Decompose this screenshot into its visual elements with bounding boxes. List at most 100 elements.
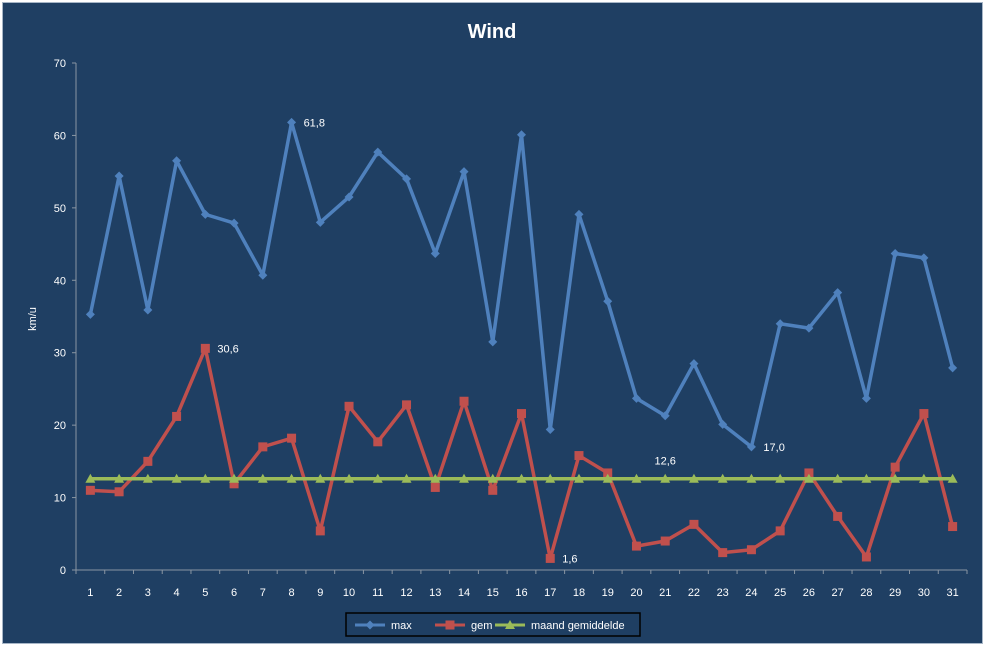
data-label: 61,8 (304, 117, 325, 129)
x-tick-label: 16 (515, 587, 527, 599)
x-tick-label: 30 (918, 587, 930, 599)
data-point (114, 487, 124, 497)
x-tick-label: 21 (659, 587, 671, 599)
x-tick-label: 13 (429, 587, 441, 599)
data-point (574, 451, 584, 461)
data-point (919, 409, 929, 419)
data-point (200, 209, 210, 219)
data-point (315, 473, 326, 483)
data-point (775, 473, 786, 483)
data-point (947, 473, 958, 483)
data-point (775, 319, 785, 329)
data-point (257, 473, 268, 483)
data-point (689, 359, 699, 369)
data-labels: 61,8 30,6 1,6 12,6 17,0 (217, 117, 785, 565)
data-point (861, 552, 871, 562)
y-tick-label: 70 (54, 58, 66, 70)
x-tick-label: 24 (745, 587, 757, 599)
x-tick-label: 11 (372, 587, 383, 599)
x-tick-label: 22 (688, 587, 700, 599)
data-point (171, 473, 182, 483)
data-point (948, 363, 958, 373)
data-point (85, 309, 95, 319)
data-point (142, 473, 153, 483)
data-point (603, 468, 613, 478)
data-point (258, 442, 268, 452)
x-tick-label: 12 (400, 587, 412, 599)
data-point (689, 519, 699, 529)
x-tick-label: 15 (487, 587, 499, 599)
x-tick-label: 19 (602, 587, 614, 599)
data-point (114, 473, 125, 483)
y-tick-label: 20 (54, 420, 66, 432)
x-tick-label: 6 (231, 587, 237, 599)
data-point (401, 473, 412, 483)
x-tick-label: 1 (87, 587, 93, 599)
x-tick-label: 7 (260, 587, 266, 599)
data-point (832, 473, 843, 483)
data-point (200, 473, 211, 483)
data-point (459, 167, 469, 177)
data-point (315, 526, 325, 536)
legend-label: gem (471, 620, 492, 632)
data-point (516, 473, 527, 483)
x-tick-label: 9 (317, 587, 323, 599)
data-point (258, 270, 268, 280)
data-point (229, 479, 239, 489)
series-layer (85, 117, 958, 563)
y-axis-label: km/u (27, 307, 39, 331)
data-point (430, 482, 440, 492)
data-point (775, 526, 785, 536)
data-point (718, 419, 728, 429)
data-point (287, 433, 297, 443)
data-point (573, 473, 584, 483)
data-label: 30,6 (217, 343, 238, 355)
data-point (373, 147, 383, 157)
x-tick-label: 25 (774, 587, 786, 599)
data-point (603, 296, 613, 306)
data-point (402, 174, 412, 184)
data-point (631, 473, 642, 483)
data-point (545, 553, 555, 563)
data-point (344, 473, 355, 483)
x-tick-label: 18 (573, 587, 585, 599)
series-gem (85, 343, 958, 563)
data-point (430, 248, 440, 258)
data-point (430, 473, 441, 483)
x-tick-label: 5 (202, 587, 208, 599)
data-point (229, 218, 239, 228)
data-point (85, 473, 96, 483)
data-point (517, 409, 526, 419)
data-point (488, 337, 498, 347)
data-point (660, 411, 670, 421)
legend-marker (365, 620, 375, 630)
y-tick-label: 50 (54, 203, 66, 215)
data-point (286, 473, 297, 483)
x-tick-label: 29 (889, 587, 901, 599)
chart-title: Wind (468, 21, 517, 43)
data-point (804, 323, 814, 333)
x-tick-label: 28 (860, 587, 872, 599)
x-tick-label: 10 (343, 587, 355, 599)
data-point (660, 473, 671, 483)
data-point (804, 468, 814, 478)
y-tick-label: 60 (54, 130, 66, 142)
data-point (172, 156, 182, 166)
x-tick-label: 2 (116, 587, 122, 599)
data-label: 12,6 (654, 456, 675, 468)
data-point (660, 536, 670, 546)
data-point (172, 411, 182, 421)
series-maand-gemiddelde (85, 473, 958, 483)
data-point (746, 545, 756, 555)
data-point (287, 117, 297, 127)
data-point (459, 396, 469, 406)
legend-marker (445, 620, 455, 630)
data-point (631, 541, 641, 551)
data-point (890, 473, 901, 483)
data-point (833, 288, 843, 298)
legend-marker (505, 620, 515, 629)
data-point (143, 305, 153, 315)
data-point (373, 437, 383, 447)
